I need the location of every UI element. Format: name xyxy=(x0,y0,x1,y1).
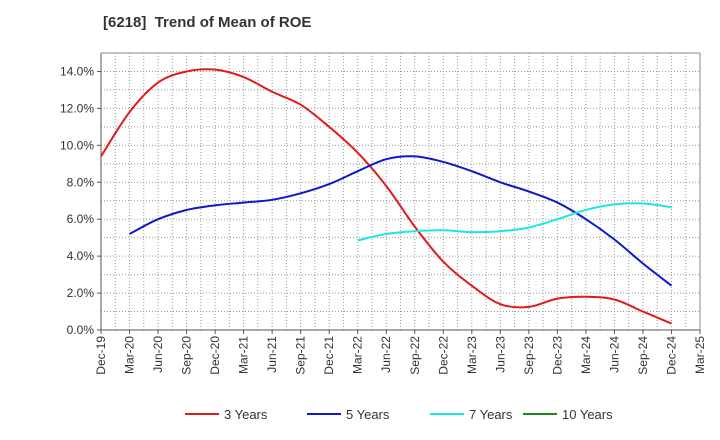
x-tick-label: Jun-22 xyxy=(379,336,393,373)
series-line-5-years xyxy=(129,155,673,287)
y-tick-label: 4.0% xyxy=(67,249,95,263)
y-tick-label: 12.0% xyxy=(60,101,94,115)
x-tick-label: Dec-20 xyxy=(208,336,222,375)
x-tick-label: Dec-19 xyxy=(94,336,108,375)
x-tick-label: Dec-23 xyxy=(550,336,564,375)
x-tick-label: Jun-20 xyxy=(151,336,165,373)
x-tick-label: Mar-21 xyxy=(237,336,251,374)
x-tick-label: Jun-23 xyxy=(493,336,507,373)
y-tick-label: 6.0% xyxy=(67,212,95,226)
x-tick-label: Sep-24 xyxy=(636,336,650,375)
x-tick-label: Jun-21 xyxy=(265,336,279,373)
x-tick-label: Mar-24 xyxy=(579,336,593,374)
y-tick-label: 8.0% xyxy=(67,175,95,189)
legend-label: 5 Years xyxy=(346,407,390,422)
series-line-7-years xyxy=(357,202,672,242)
x-tick-label: Dec-24 xyxy=(664,336,678,375)
chart-title: [6218] Trend of Mean of ROE xyxy=(103,14,312,31)
y-tick-label: 2.0% xyxy=(67,286,95,300)
series-line-3-years xyxy=(100,68,672,325)
legend-label: 7 Years xyxy=(469,407,513,422)
x-tick-label: Mar-22 xyxy=(351,336,365,374)
x-tick-label: Mar-23 xyxy=(465,336,479,374)
y-tick-label: 0.0% xyxy=(67,323,95,337)
y-tick-label: 14.0% xyxy=(60,64,94,78)
x-tick-label: Sep-20 xyxy=(180,336,194,375)
x-tick-label: Dec-22 xyxy=(436,336,450,375)
x-tick-label: Sep-21 xyxy=(294,336,308,375)
y-tick-label: 10.0% xyxy=(60,138,94,152)
x-tick-label: Mar-20 xyxy=(123,336,137,374)
legend-label: 3 Years xyxy=(224,407,268,422)
x-tick-label: Sep-22 xyxy=(408,336,422,375)
legend-label: 10 Years xyxy=(562,407,613,422)
x-tick-label: Mar-25 xyxy=(693,336,707,374)
x-tick-label: Sep-23 xyxy=(522,336,536,375)
x-tick-label: Jun-24 xyxy=(607,336,621,373)
x-tick-label: Dec-21 xyxy=(322,336,336,375)
